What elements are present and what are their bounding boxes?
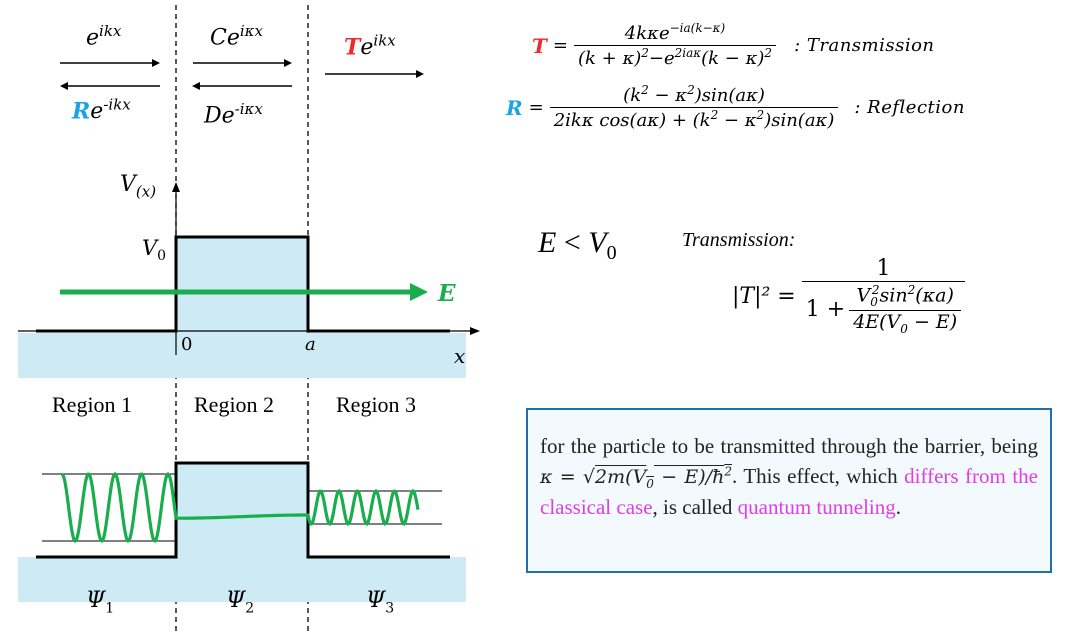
T-numerator: 4kκe−ia(k−κ) <box>624 21 726 44</box>
label-reflected-wave: Re-ikx <box>72 96 131 124</box>
T2-lhs: |T|² = <box>732 283 796 309</box>
T-denominator: (k + κ)2−e2iaκ(k − κ)2 <box>573 44 777 70</box>
R-denominator: 2ikκ cos(aκ) + (k2 − κ2)sin(aκ) <box>549 106 839 132</box>
reflected-exponential: e-ikx <box>90 96 131 125</box>
barrier-diagram <box>18 5 480 634</box>
highlight-classical: differs from the classical case <box>540 463 1039 519</box>
energy-arrow-icon <box>410 283 428 301</box>
psi-2-label: Ψ2 <box>226 588 255 617</box>
label-region2-forward: Ceiκx <box>210 22 263 51</box>
region2-left-arrow <box>192 82 292 90</box>
tick-a: a <box>305 334 316 355</box>
textbox-part-1: for the particle to be transmitted throu… <box>540 434 1038 458</box>
tick-zero: 0 <box>181 334 193 355</box>
label-incident-wave: eikx <box>86 22 122 51</box>
wave-ground-region <box>18 557 466 602</box>
x-axis-arrow-icon <box>470 327 480 335</box>
energy-label: E <box>438 280 456 307</box>
wave-potential-line <box>36 461 450 559</box>
textbox-part-4: . <box>895 494 901 519</box>
ground-region <box>18 333 466 378</box>
wave-barrier-fill <box>176 463 308 557</box>
R-fraction: (k2 − κ2)sin(aκ) 2ikκ cos(aκ) + (k2 − κ2… <box>549 83 839 132</box>
T2-fraction: 1 1 + V02sin2(κa) 4E(V0 − E) <box>801 256 966 336</box>
R-tag: : Reflection <box>854 97 965 119</box>
transmission-formula: T = 4kκe−ia(k−κ) (k + κ)2−e2iaκ(k − κ)2 … <box>532 21 935 70</box>
label-transmitted-wave: Teikx <box>344 32 396 60</box>
T2-den-prefix: 1 + <box>805 297 846 323</box>
reflection-formula: R = (k2 − κ2)sin(aκ) 2ikκ cos(aκ) + (k2 … <box>506 83 965 132</box>
tunneling-explanation-box: for the particle to be transmitted throu… <box>526 408 1052 573</box>
transmission-probability-formula: |T|² = 1 1 + V02sin2(κa) 4E(V0 − E) <box>732 256 966 336</box>
R-numerator: (k2 − κ2)sin(aκ) <box>623 83 765 106</box>
T2-inner-fraction: V02sin2(κa) 4E(V0 − E) <box>849 283 962 336</box>
psi-1-label: Ψ1 <box>86 588 115 617</box>
T-fraction: 4kκe−ia(k−κ) (k + κ)2−e2iaκ(k − κ)2 <box>573 21 777 70</box>
textbox-part-3: , is called <box>652 494 738 519</box>
kappa-expression: κ = √2m(V0 − E)/ħ2 <box>540 464 732 491</box>
barrier-fill <box>176 237 308 333</box>
T2-inner-numerator: V02sin2(κa) <box>856 283 954 310</box>
region-1-label: Region 1 <box>52 392 133 417</box>
transmission-heading: Transmission: <box>682 229 796 251</box>
region-2-label: Region 2 <box>194 392 275 417</box>
T2-inner-denominator: 4E(V0 − E) <box>849 310 962 336</box>
transmission-coef-symbol: T <box>344 34 361 61</box>
y-axis-arrow-icon <box>172 182 180 192</box>
R-symbol: R <box>506 95 523 120</box>
region2-right-arrow <box>193 59 292 67</box>
psi-3-label: Ψ3 <box>366 588 395 617</box>
T-tag: : Transmission <box>794 35 935 57</box>
reflected-arrow <box>60 82 160 90</box>
y-axis-label: V(x) <box>120 172 157 201</box>
region-3-label: Region 3 <box>336 392 417 417</box>
transmitted-arrow <box>325 70 424 78</box>
reflection-coef-symbol: R <box>72 98 91 125</box>
incident-arrow <box>60 59 160 67</box>
T-symbol: T <box>532 33 547 58</box>
x-axis-label: x <box>454 344 466 368</box>
transmitted-exponential: eikx <box>360 32 396 61</box>
textbox-part-2: . This effect, which <box>731 463 905 488</box>
energy-condition: E < V0 <box>538 226 617 264</box>
label-region2-backward: De-iκx <box>204 100 263 129</box>
T2-denominator: 1 + V02sin2(κa) 4E(V0 − E) <box>801 281 966 336</box>
v0-label: V0 <box>142 236 167 265</box>
T2-numerator: 1 <box>876 256 891 281</box>
highlight-quantum-tunneling: quantum tunneling <box>737 494 896 519</box>
wavefunction-curve <box>60 471 420 543</box>
